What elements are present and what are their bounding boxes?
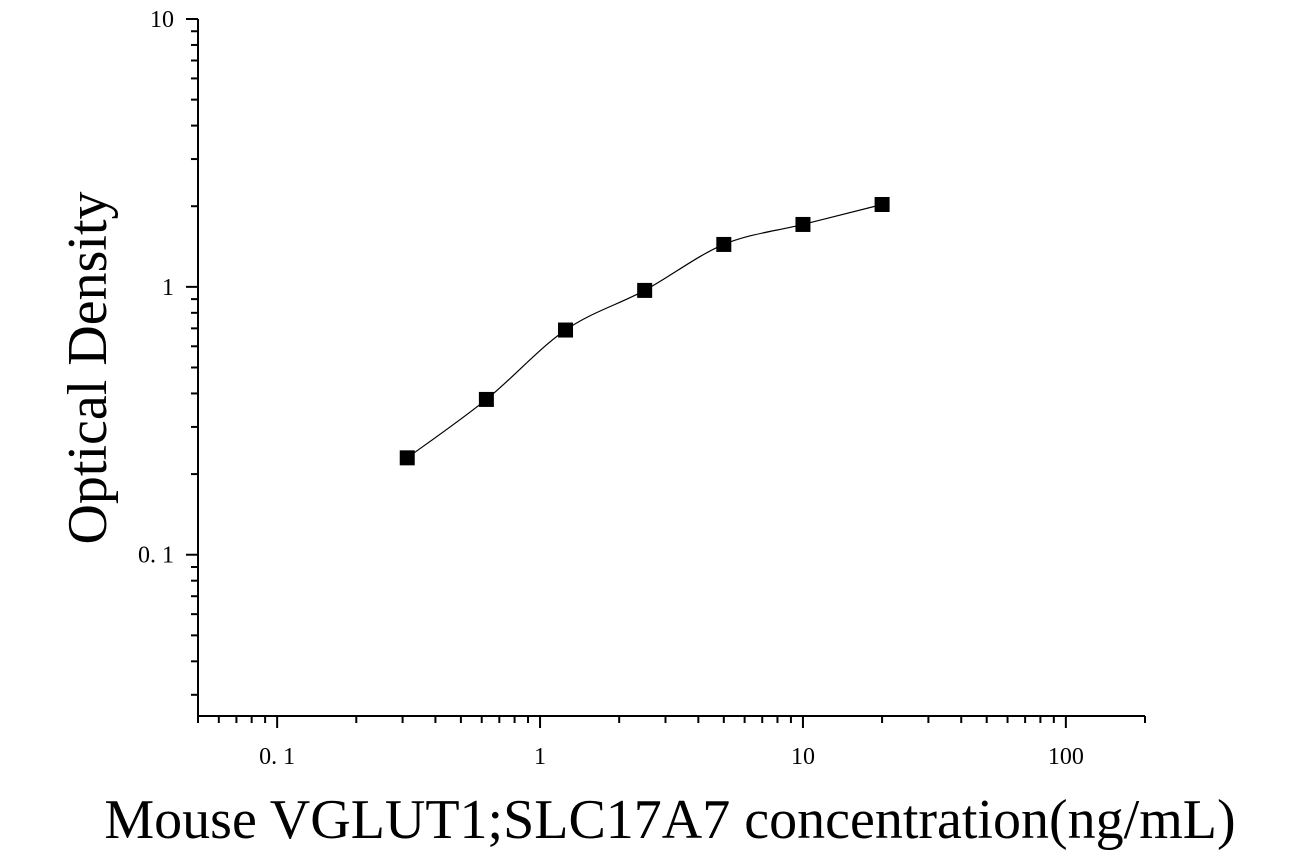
data-point [558, 322, 574, 338]
y-axis-title: Optical Density [57, 191, 119, 544]
x-tick-label: 10 [791, 744, 815, 770]
ticks [186, 18, 1146, 728]
data-point [637, 282, 653, 298]
fit-curve [406, 203, 883, 459]
x-tick-label: 1 [534, 744, 546, 770]
y-tick-label: 10 [150, 7, 174, 33]
x-tick-label: 0. 1 [259, 744, 295, 770]
data-point [795, 216, 811, 232]
axes [197, 19, 1145, 717]
x-tick-label: 100 [1048, 744, 1084, 770]
y-tick-label: 0. 1 [138, 543, 174, 569]
data-point [478, 391, 494, 407]
data-point [399, 450, 415, 466]
data-point [874, 196, 890, 212]
data-points [399, 196, 890, 466]
fit-curve-layer [406, 203, 883, 459]
x-axis-title: Mouse VGLUT1;SLC17A7 concentration(ng/mL… [104, 789, 1235, 851]
data-point [716, 236, 732, 252]
tick-labels: 0. 1 1 10 100 0. 1 1 10 [138, 7, 1084, 770]
y-tick-label: 1 [162, 275, 174, 301]
